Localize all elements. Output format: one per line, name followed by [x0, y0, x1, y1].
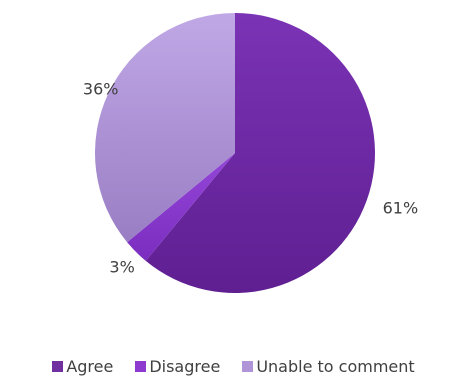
pie-slice-disagree [127, 153, 235, 261]
legend-swatch-disagree [135, 360, 147, 372]
data-label-unable-to-comment: 36% [83, 79, 119, 98]
pie-chart: 61% 3% 36% [83, 13, 419, 293]
legend: Agree Disagree Unable to comment [0, 354, 467, 378]
pie-slice-unable-to-comment [95, 13, 236, 243]
legend-label-disagree: Disagree [149, 356, 221, 376]
data-label-agree: 61% [383, 199, 419, 218]
legend-swatch-agree [52, 360, 64, 372]
legend-item-agree: Agree [52, 357, 113, 376]
legend-label-agree: Agree [66, 356, 114, 376]
pie-slice-agree [145, 13, 376, 293]
legend-label-unable-to-comment: Unable to comment [256, 356, 415, 376]
legend-item-unable-to-comment: Unable to comment [242, 356, 415, 376]
legend-swatch-unable-to-comment [242, 360, 254, 372]
legend-item-disagree: Disagree [135, 357, 220, 376]
data-label-disagree: 3% [109, 257, 134, 276]
